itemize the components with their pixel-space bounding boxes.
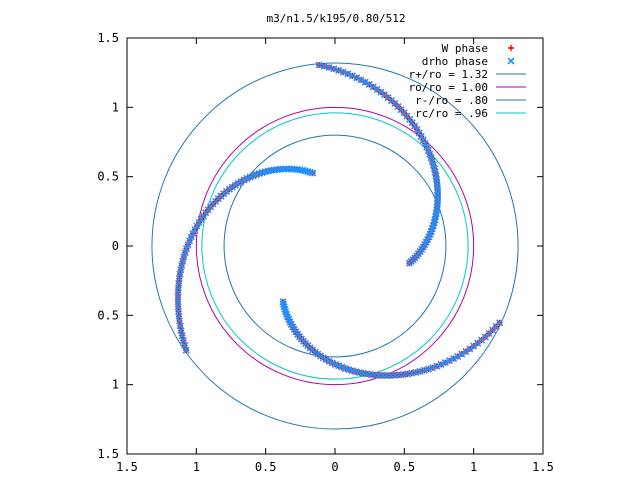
y-tick-label: 0.5: [97, 170, 119, 184]
drho-phase-point: [182, 245, 191, 253]
drho-phase-point: [195, 219, 203, 227]
drho-phase-point: [466, 345, 474, 353]
x-tick-labels: 1.5 1 0.5 0 0.5 1 1.5: [116, 460, 554, 474]
phase-points: [174, 61, 504, 380]
drho-phase-point: [458, 350, 466, 358]
drho-phase-point: [189, 229, 197, 237]
axis-ticks: [126, 37, 544, 455]
drho-phase-point: [184, 241, 192, 249]
drho-phase-point: [181, 341, 189, 349]
drho-phase-point: [285, 165, 293, 173]
chart-title: m3/n1.5/k195/0.80/512: [266, 12, 405, 25]
drho-phase-point: [441, 359, 449, 367]
drho-phase-point: [437, 360, 445, 369]
drho-phase-point: [369, 83, 377, 91]
x-tick-label: 0.5: [393, 460, 415, 474]
legend-label: ro/ro = 1.00: [409, 81, 488, 94]
drho-phase-point: [373, 85, 381, 94]
drho-phase-point: [365, 80, 373, 89]
legend-label: rc/ro = .96: [415, 107, 488, 120]
drho-phase-point: [429, 364, 437, 372]
drho-phase-point: [419, 136, 427, 144]
drho-phase-point: [415, 129, 423, 137]
drho-phase-point: [193, 222, 201, 230]
y-tick-label: 1.5: [97, 31, 119, 45]
drho-phase-point: [377, 88, 385, 96]
drho-phase-point: [424, 365, 433, 373]
legend-swatch: [508, 45, 514, 51]
drho-phase-point: [191, 226, 199, 234]
circle-r-ro-80: [223, 134, 447, 358]
drho-phase-point: [335, 66, 343, 74]
x-tick-label: 0: [331, 460, 338, 474]
drho-phase-point: [454, 352, 462, 360]
drho-phase-point: [421, 139, 429, 148]
drho-phase-point: [361, 78, 369, 86]
drho-phase-point: [348, 72, 356, 80]
legend-label: r-/ro = .80: [415, 94, 488, 107]
drho-phase-point: [182, 346, 190, 354]
y-tick-label: 1.5: [97, 447, 119, 461]
drho-phase-point: [315, 61, 323, 69]
drho-phase-point: [179, 336, 187, 345]
drho-phase-point: [339, 68, 347, 76]
drho-phase-point: [187, 233, 195, 241]
drho-phase-point: [178, 331, 186, 340]
drho-phase-point: [357, 76, 365, 84]
drho-phase-point: [445, 357, 454, 365]
x-tick-label: 0.5: [255, 460, 277, 474]
x-tick-label: 1: [193, 460, 200, 474]
circle-r-ro-1-32: [151, 62, 519, 430]
x-tick-label: 1.5: [532, 460, 554, 474]
drho-phase-point: [325, 63, 333, 72]
y-tick-labels: 1.5 1 0.5 0 0.5 1 1.5: [97, 31, 119, 461]
drho-phase-point: [496, 319, 504, 327]
legend-label: W phase: [442, 42, 488, 55]
legend-label: r+/ro = 1.32: [409, 68, 488, 81]
x-tick-label: 1.5: [116, 460, 138, 474]
circle-rc-ro-96: [201, 112, 469, 380]
x-tick-label: 1: [470, 460, 477, 474]
drho-phase-point: [186, 237, 194, 245]
drho-phase-point: [417, 132, 425, 140]
drho-phase-point: [433, 362, 441, 370]
drho-phase-point: [462, 347, 470, 356]
drho-phase-point: [320, 62, 328, 70]
legend-swatch: [507, 57, 515, 65]
drho-phase-point: [424, 147, 432, 155]
drho-phase-point: [423, 143, 431, 151]
legend-label: drho phase: [422, 55, 488, 68]
y-tick-label: 0.5: [97, 308, 119, 322]
y-tick-label: 0: [112, 239, 119, 253]
y-tick-label: 1: [112, 378, 119, 392]
y-tick-label: 1: [112, 100, 119, 114]
drho-phase-point: [344, 70, 352, 78]
circle-ro-ro-1-00: [195, 106, 475, 386]
drho-phase-point: [353, 74, 361, 82]
drho-phase-point: [330, 65, 338, 73]
drho-phase-point: [197, 215, 205, 223]
reference-circles: [151, 62, 519, 430]
drho-phase-point: [450, 355, 458, 363]
